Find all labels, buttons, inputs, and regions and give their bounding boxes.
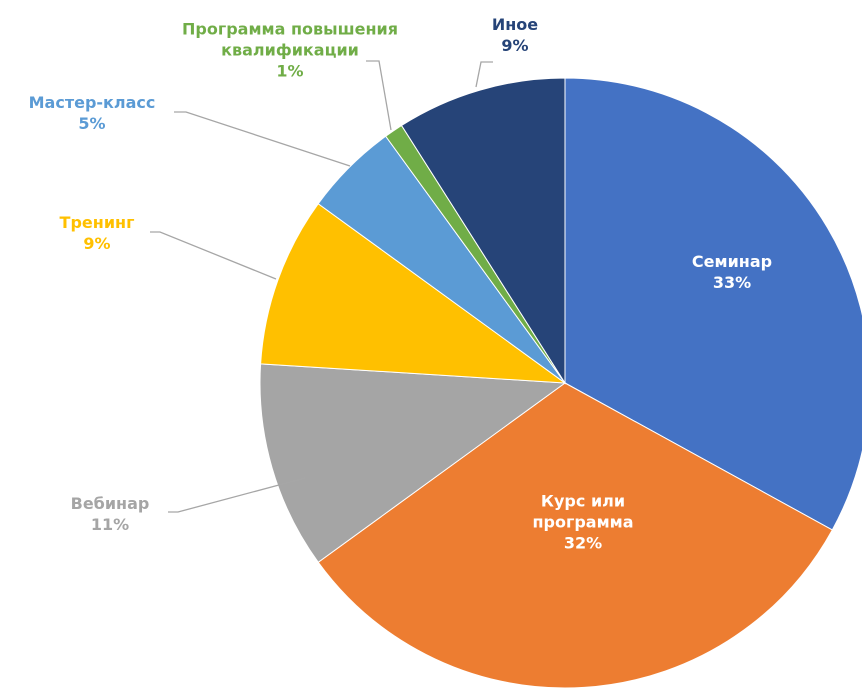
leader-line <box>174 111 351 167</box>
pie-slice <box>259 363 567 563</box>
category-name: Вебинар <box>70 494 150 513</box>
slice-label: Семинар 33% <box>652 251 812 293</box>
leader-line <box>168 477 306 513</box>
slice-label: Вебинар 11% <box>30 493 190 535</box>
value-label: 1% <box>276 61 304 81</box>
category-name: Мастер-класс <box>28 93 156 112</box>
pie-slice <box>260 203 567 384</box>
slice-label: Тренинг 9% <box>17 212 177 254</box>
leader-line <box>475 61 493 88</box>
category-name: Иное <box>491 15 539 34</box>
value-label: 32% <box>563 533 603 553</box>
value-label: 11% <box>90 515 130 534</box>
category-name: Тренинг <box>59 213 135 232</box>
category-name: Семинар <box>691 252 773 271</box>
pie-slice <box>564 77 862 531</box>
category-name: Курс или программа <box>532 491 634 532</box>
slice-label: Мастер-класс 5% <box>2 92 182 134</box>
slice-label: Курс или программа 32% <box>513 491 653 554</box>
leader-line <box>150 231 277 280</box>
slice-label: Иное 9% <box>455 14 575 56</box>
category-name: Программа повышения квалификации <box>182 19 398 60</box>
value-label: 33% <box>712 273 752 292</box>
pie-slice <box>400 77 566 385</box>
value-label: 9% <box>501 36 529 55</box>
pie-slice <box>317 382 833 688</box>
value-label: 5% <box>78 114 106 133</box>
slice-label: Программа повышения квалификации 1% <box>145 19 435 82</box>
leader-line <box>366 60 392 131</box>
value-label: 9% <box>83 234 111 253</box>
